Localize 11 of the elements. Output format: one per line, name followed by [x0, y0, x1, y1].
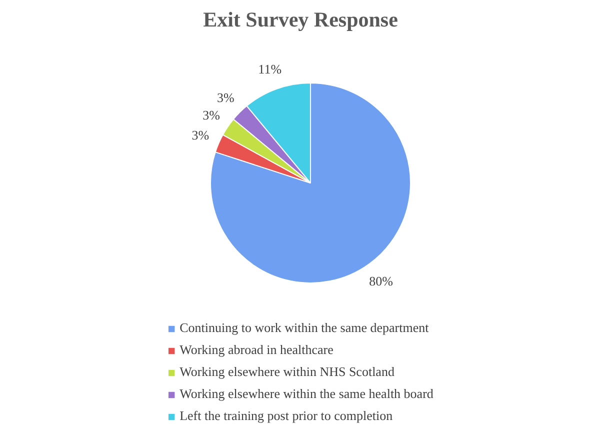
data-label: 3% — [202, 107, 220, 122]
data-label: 3% — [216, 90, 234, 105]
data-label: 80% — [369, 274, 394, 289]
data-label: 11% — [258, 61, 282, 76]
legend-label: Working abroad in healthcare — [180, 342, 334, 358]
chart-title: Exit Survey Response — [203, 8, 398, 32]
data-label: 3% — [192, 127, 210, 142]
legend-label: Working elsewhere within the same health board — [180, 386, 434, 402]
legend-label: Working elsewhere within NHS Scotland — [180, 364, 394, 380]
legend-label: Continuing to work within the same department — [180, 320, 429, 336]
legend-label: Left the training post prior to completion — [180, 408, 393, 424]
